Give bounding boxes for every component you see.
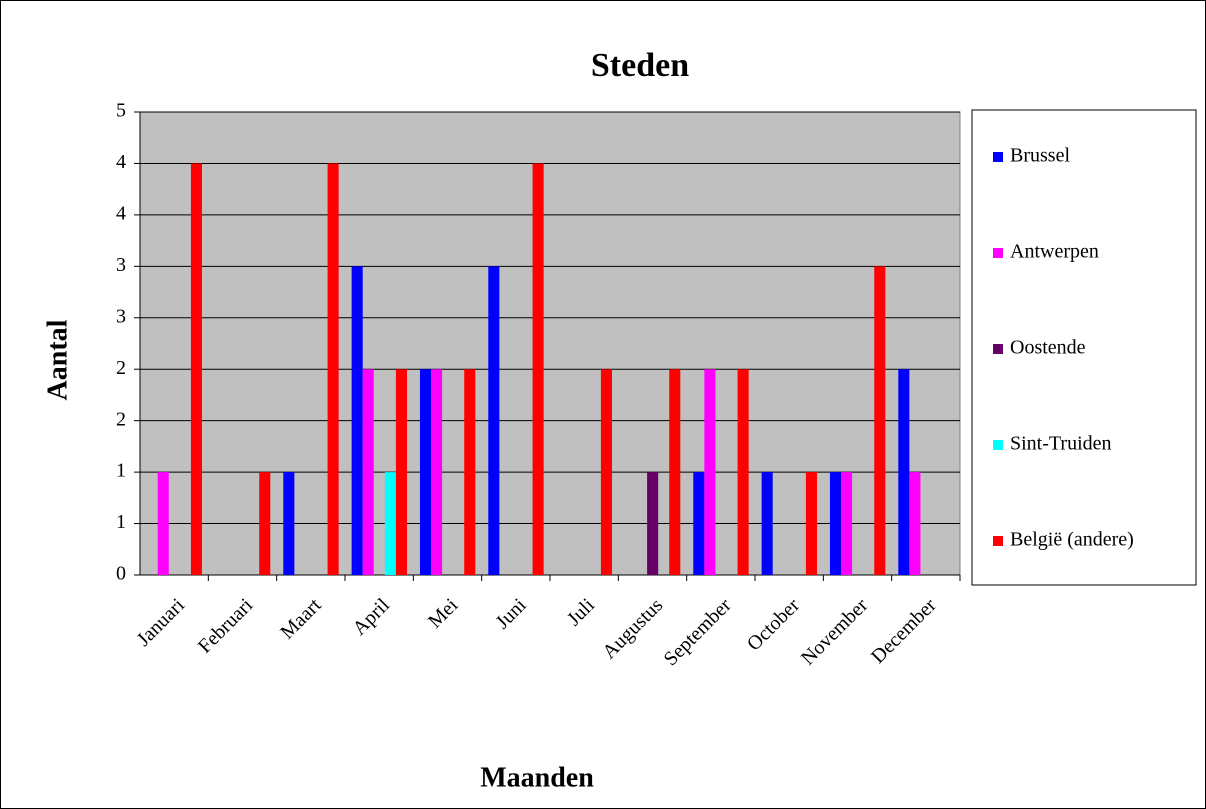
bar bbox=[874, 266, 886, 575]
y-tick-label: 3 bbox=[116, 305, 126, 327]
legend-label: België (andere) bbox=[1010, 529, 1134, 551]
bar bbox=[384, 472, 396, 575]
bar bbox=[669, 369, 681, 575]
y-tick-label: 4 bbox=[116, 202, 126, 224]
bar bbox=[841, 472, 853, 575]
legend-swatch bbox=[993, 440, 1003, 450]
bar bbox=[190, 163, 202, 575]
legend-swatch bbox=[993, 248, 1003, 258]
bar bbox=[419, 369, 432, 575]
bar bbox=[761, 472, 773, 575]
y-tick-label: 1 bbox=[116, 511, 126, 533]
bar bbox=[805, 472, 817, 575]
bar bbox=[431, 369, 443, 575]
bar bbox=[488, 266, 500, 575]
legend-label: Brussel bbox=[1010, 145, 1070, 167]
y-tick-label: 2 bbox=[116, 408, 126, 430]
bar bbox=[283, 472, 295, 575]
bar bbox=[532, 163, 544, 575]
bar bbox=[327, 163, 339, 575]
legend-swatch bbox=[993, 344, 1003, 354]
y-tick-label: 4 bbox=[116, 151, 126, 173]
y-tick-label: 5 bbox=[116, 100, 126, 122]
bar bbox=[395, 369, 407, 575]
bar bbox=[362, 369, 374, 575]
bar bbox=[909, 472, 921, 575]
legend-swatch bbox=[993, 152, 1003, 162]
bar bbox=[737, 369, 749, 575]
bar bbox=[351, 266, 363, 575]
legend bbox=[971, 109, 1197, 586]
legend-swatch bbox=[993, 536, 1003, 546]
bar bbox=[259, 472, 271, 575]
bar bbox=[600, 369, 612, 575]
y-tick-label: 2 bbox=[116, 357, 126, 379]
y-tick-label: 0 bbox=[116, 563, 126, 585]
bar bbox=[898, 369, 910, 575]
legend-label: Oostende bbox=[1010, 337, 1086, 359]
bar bbox=[704, 369, 716, 575]
x-axis-label: Maanden bbox=[480, 762, 594, 793]
bar bbox=[647, 472, 659, 575]
bar bbox=[693, 472, 705, 575]
y-tick-label: 1 bbox=[116, 460, 126, 482]
legend-label: Sint-Truiden bbox=[1010, 433, 1112, 455]
chart-title: Steden bbox=[591, 47, 689, 84]
legend-label: Antwerpen bbox=[1010, 241, 1099, 263]
y-tick-label: 3 bbox=[116, 254, 126, 276]
bar bbox=[157, 472, 169, 575]
bar bbox=[464, 369, 476, 575]
bar bbox=[829, 472, 842, 575]
y-axis-label: Aantal bbox=[42, 319, 73, 400]
